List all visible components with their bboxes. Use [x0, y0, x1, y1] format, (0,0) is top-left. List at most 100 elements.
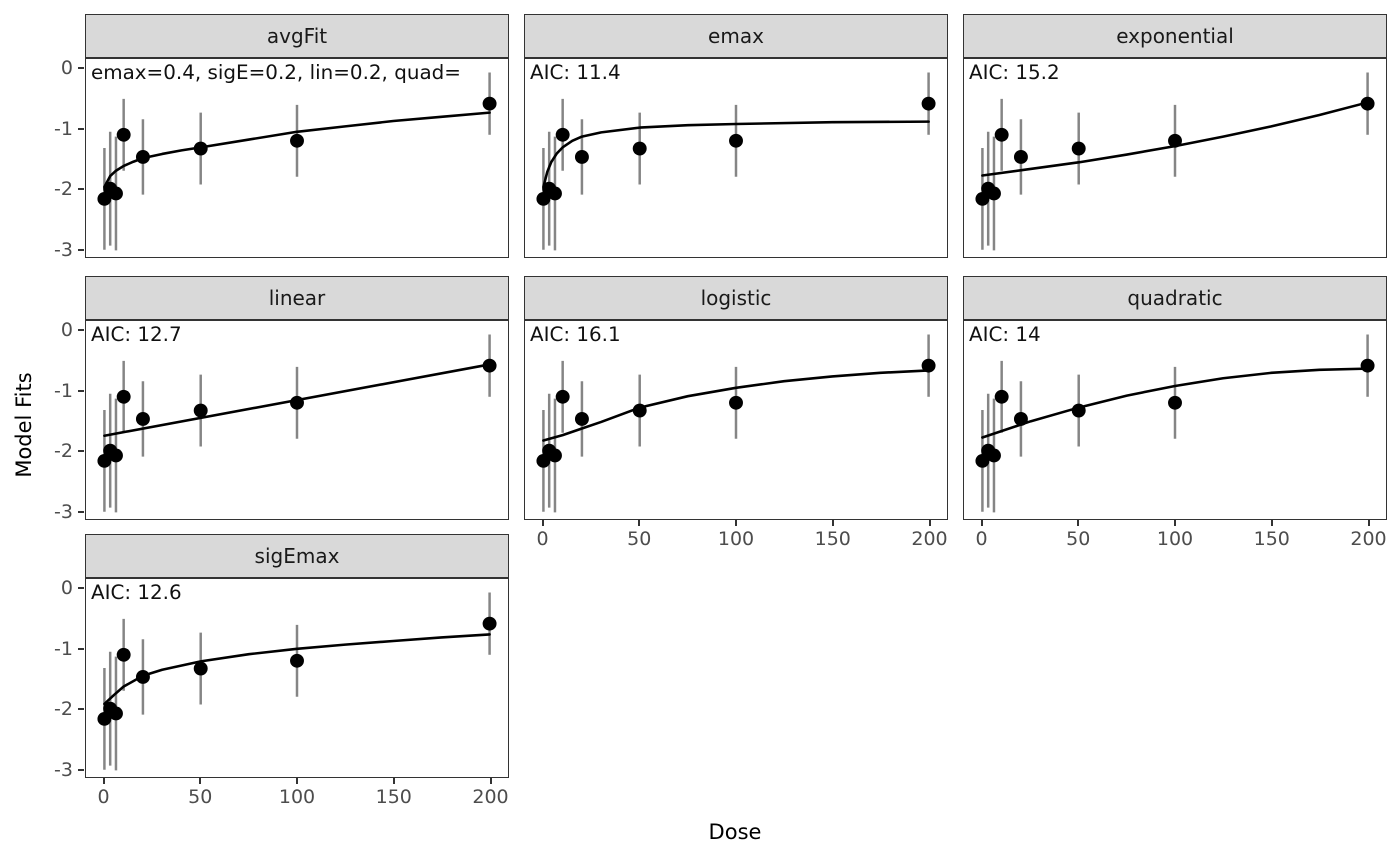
x-tick-mark: [1174, 520, 1176, 526]
model-annotation: AIC: 14: [969, 323, 1041, 346]
strip-label: exponential: [1116, 24, 1234, 48]
x-tick-mark: [199, 778, 202, 784]
y-tick-mark: [78, 248, 84, 251]
data-point: [109, 706, 123, 721]
data-point: [1071, 141, 1086, 156]
y-tick-label: -3: [54, 758, 73, 781]
data-point: [555, 389, 570, 404]
y-tick-label: -1: [54, 117, 73, 140]
x-tick-label: 200: [911, 528, 948, 550]
data-point: [135, 412, 150, 426]
data-point: [290, 653, 304, 668]
data-point: [116, 647, 131, 662]
fit-curve: [103, 633, 491, 706]
y-tick-mark: [78, 768, 84, 771]
y-tick-mark: [78, 188, 84, 190]
x-tick-label: 100: [278, 786, 316, 808]
data-point: [1168, 133, 1182, 148]
model-annotation: AIC: 12.7: [91, 323, 182, 346]
data-point: [729, 395, 743, 410]
fit-curve: [542, 120, 930, 189]
x-tick-mark: [831, 520, 834, 526]
x-tick-label: 150: [1253, 528, 1290, 550]
data-point: [193, 661, 208, 676]
y-tick-label: -2: [54, 178, 73, 200]
strip-label: sigEmax: [254, 544, 340, 568]
data-point: [116, 127, 131, 142]
data-point: [193, 403, 208, 418]
y-tick-mark: [78, 587, 84, 589]
y-tick-mark: [78, 647, 84, 650]
model-annotation: AIC: 11.4: [530, 61, 621, 84]
model-annotation: emax=0.4, sigE=0.2, lin=0.2, quad=: [91, 61, 461, 84]
y-tick-mark: [78, 329, 84, 331]
data-point: [109, 186, 123, 201]
x-tick-label: 200: [472, 786, 509, 808]
data-point: [482, 96, 497, 111]
data-point: [994, 389, 1009, 404]
data-point: [548, 186, 562, 201]
y-tick-mark: [78, 389, 84, 392]
x-tick-mark: [489, 778, 492, 784]
data-point: [290, 395, 304, 410]
plot-area: AIC: 14: [969, 323, 1375, 513]
x-tick-label: 0: [97, 786, 110, 808]
y-tick-label: 0: [60, 319, 73, 341]
x-tick-label: 50: [627, 528, 652, 550]
strip-label: logistic: [700, 286, 772, 310]
data-point: [482, 616, 497, 631]
facet-strip: avgFit: [85, 14, 509, 58]
plot-panel: emax=0.4, sigE=0.2, lin=0.2, quad=: [85, 58, 509, 258]
y-tick-mark: [78, 450, 84, 452]
y-tick-label: -2: [54, 698, 73, 720]
x-tick-label: 100: [717, 528, 755, 550]
data-point: [632, 403, 647, 418]
plot-panel: AIC: 15.2: [963, 58, 1387, 258]
data-point: [729, 133, 743, 148]
y-tick-label: 0: [60, 577, 73, 599]
x-tick-mark: [1270, 520, 1273, 526]
x-tick-mark: [1367, 520, 1370, 526]
x-tick-label: 100: [1156, 528, 1194, 550]
fit-curve: [981, 367, 1369, 439]
data-point: [1013, 150, 1028, 164]
y-tick-mark: [78, 708, 84, 710]
x-tick-mark: [296, 778, 298, 784]
fit-curve: [542, 369, 930, 442]
data-point: [116, 389, 131, 404]
strip-label: quadratic: [1127, 286, 1223, 310]
data-point: [97, 453, 112, 468]
data-point: [987, 448, 1001, 463]
x-tick-label: 0: [536, 528, 549, 550]
facet-strip: linear: [85, 276, 509, 320]
data-point: [921, 96, 936, 111]
data-point: [574, 412, 589, 426]
data-point: [193, 141, 208, 156]
x-tick-label: 50: [1066, 528, 1091, 550]
data-point: [574, 150, 589, 164]
plot-panel: AIC: 12.6: [85, 578, 509, 778]
fit-curve: [103, 111, 491, 189]
data-point: [109, 448, 123, 463]
x-tick-label: 0: [975, 528, 988, 550]
plot-panel: AIC: 16.1: [524, 320, 948, 520]
data-point: [548, 448, 562, 463]
facet-strip: exponential: [963, 14, 1387, 58]
y-tick-mark: [78, 510, 84, 513]
facet-strip: quadratic: [963, 276, 1387, 320]
x-axis-title: Dose: [708, 820, 762, 844]
data-point: [1071, 403, 1086, 418]
x-tick-label: 50: [188, 786, 213, 808]
y-tick-label: 0: [60, 57, 73, 79]
y-tick-mark: [78, 67, 84, 69]
plot-area: AIC: 12.7: [91, 323, 497, 513]
plot-panel: AIC: 11.4: [524, 58, 948, 258]
x-tick-mark: [541, 520, 544, 526]
y-tick-label: -2: [54, 440, 73, 462]
plot-area: AIC: 11.4: [530, 61, 936, 251]
data-point: [975, 191, 990, 206]
x-tick-mark: [980, 520, 983, 526]
data-point: [994, 127, 1009, 142]
